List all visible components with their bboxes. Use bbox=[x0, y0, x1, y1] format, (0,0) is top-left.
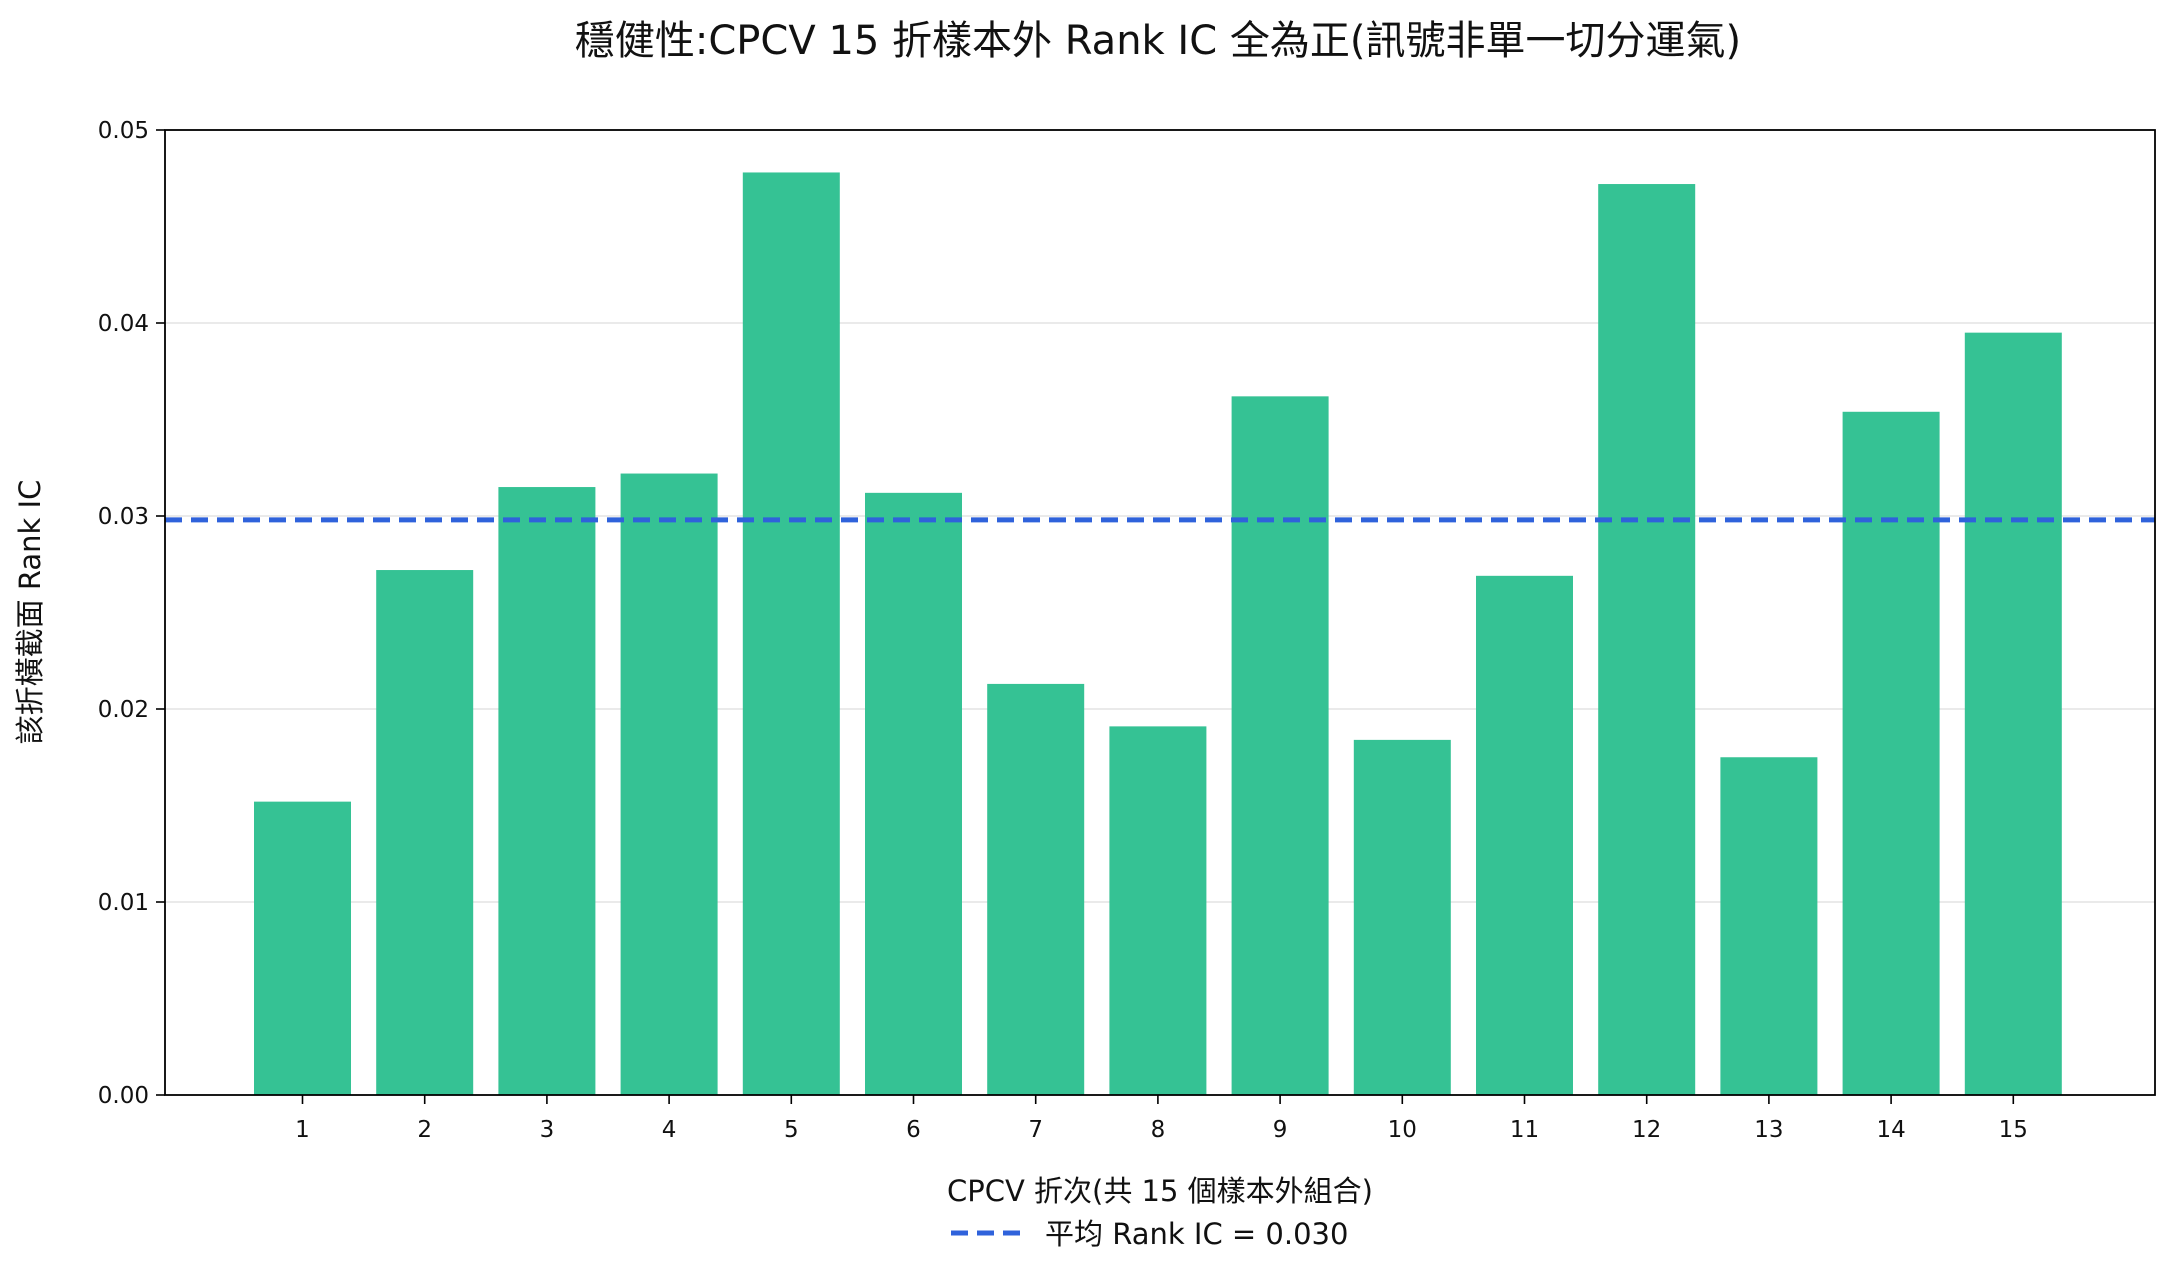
bar-fold-14 bbox=[1842, 411, 1940, 1095]
chart-title: 穩健性:CPCV 15 折樣本外 Rank IC 全為正(訊號非單一切分運氣) bbox=[575, 18, 1741, 64]
x-tick-label: 7 bbox=[1028, 1117, 1043, 1143]
plot-frame bbox=[164, 129, 2156, 1096]
y-axis-label: 該折橫截面 Rank IC bbox=[13, 480, 47, 745]
y-tick-label: 0.03 bbox=[98, 504, 149, 530]
bar-fold-8 bbox=[1109, 726, 1207, 1095]
y-tick-label: 0.04 bbox=[98, 311, 149, 337]
x-tick-label: 14 bbox=[1876, 1117, 1905, 1143]
bar-fold-1 bbox=[254, 801, 351, 1095]
x-tick-label: 11 bbox=[1510, 1117, 1539, 1143]
bar-fold-2 bbox=[376, 570, 474, 1095]
bar-fold-7 bbox=[987, 683, 1085, 1095]
y-tick-label: 0.01 bbox=[98, 890, 149, 916]
x-tick-label: 15 bbox=[1999, 1117, 2028, 1143]
x-tick-label: 8 bbox=[1151, 1117, 1166, 1143]
bar-fold-9 bbox=[1231, 396, 1329, 1096]
bar-fold-10 bbox=[1353, 739, 1451, 1095]
x-axis: 1 2 3 4 5 6 7 8 9 10 11 12 13 14 15 bbox=[295, 1095, 2028, 1143]
x-tick-label: 1 bbox=[295, 1117, 310, 1143]
x-tick-label: 5 bbox=[784, 1117, 799, 1143]
x-axis-label: CPCV 折次(共 15 個樣本外組合) bbox=[947, 1174, 1373, 1208]
y-tick-label: 0.00 bbox=[98, 1083, 149, 1109]
x-tick-label: 2 bbox=[417, 1117, 432, 1143]
x-tick-label: 4 bbox=[662, 1117, 677, 1143]
bar-fold-5 bbox=[742, 172, 840, 1095]
x-tick-label: 6 bbox=[906, 1117, 921, 1143]
bar-fold-12 bbox=[1598, 184, 1696, 1096]
y-axis: 0.00 0.01 0.02 0.03 0.04 0.05 bbox=[98, 118, 165, 1109]
bars bbox=[254, 172, 2062, 1096]
bar-fold-15 bbox=[1964, 332, 2062, 1095]
x-tick-label: 12 bbox=[1632, 1117, 1661, 1143]
y-tick-label: 0.02 bbox=[98, 697, 149, 723]
y-tick-label: 0.05 bbox=[98, 118, 149, 144]
x-tick-label: 3 bbox=[540, 1117, 555, 1143]
gridlines bbox=[165, 129, 2155, 903]
bar-fold-6 bbox=[865, 492, 962, 1096]
bar-fold-13 bbox=[1720, 757, 1818, 1095]
x-tick-label: 13 bbox=[1754, 1117, 1783, 1143]
bar-fold-3 bbox=[498, 487, 596, 1095]
legend: 平均 Rank IC = 0.030 bbox=[951, 1217, 1348, 1251]
legend-mean-label: 平均 Rank IC = 0.030 bbox=[1045, 1217, 1348, 1251]
bar-fold-4 bbox=[620, 473, 718, 1095]
x-tick-label: 9 bbox=[1273, 1117, 1288, 1143]
x-tick-label: 10 bbox=[1388, 1117, 1417, 1143]
bar-fold-11 bbox=[1476, 575, 1573, 1095]
